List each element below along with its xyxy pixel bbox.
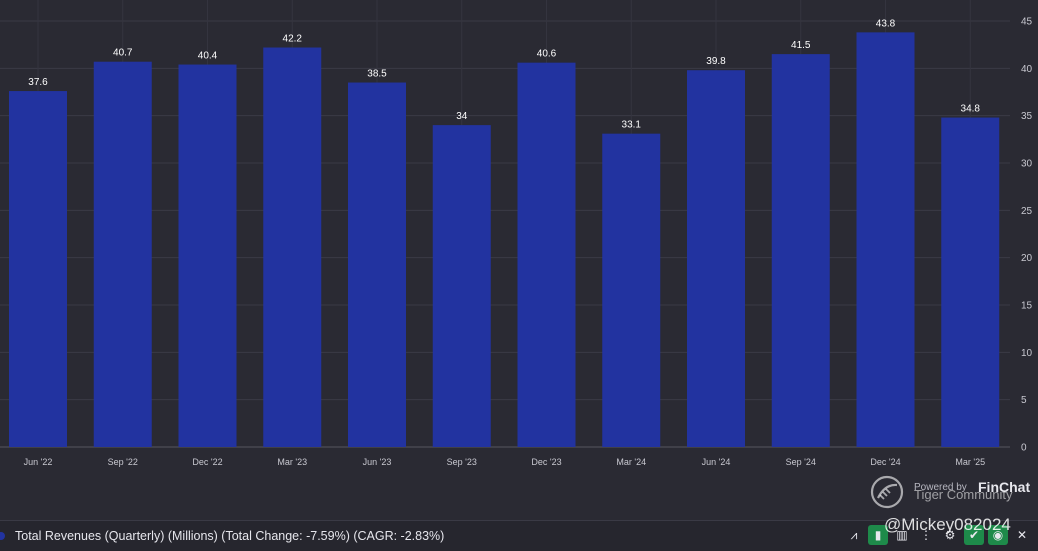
x-tick-label: Mar '23 [277,457,307,467]
bar[interactable] [602,133,661,448]
data-label: 40.7 [113,48,133,59]
close-icon[interactable]: ✕ [1016,528,1028,542]
x-tick-label: Jun '23 [363,457,392,467]
tiger-community-label: Tiger Community [914,487,1013,502]
user-handle-watermark: @Mickey082024 [884,515,1011,534]
data-label: 33.1 [622,120,642,131]
chart-bars [9,32,1000,448]
data-label: 40.4 [198,51,218,62]
y-tick-label: 35 [1021,111,1033,122]
data-label: 40.6 [537,49,557,60]
y-tick-label: 15 [1021,301,1033,312]
y-tick-label: 25 [1021,206,1033,217]
watermark-text: Powered by FinChat Tiger Community [910,475,1038,509]
data-label: 34 [456,111,468,122]
x-tick-label: Dec '22 [192,457,222,467]
bar[interactable] [93,61,152,447]
more-icon[interactable]: ⋮ [920,528,932,542]
powered-by-label: Powered by [914,482,967,493]
data-label: 43.8 [876,18,896,29]
eye-icon[interactable]: ◉ [988,525,1008,545]
y-tick-label: 5 [1021,395,1027,406]
chart-data-labels: 37.6 40.7 40.4 42.2 38.5 34 40.6 33.1 39.8 41.5 43… [28,18,980,130]
data-label: 41.5 [791,40,811,51]
chart-toolbar: ⩘ ▮ ▥ ⋮ ⚙ ✔ ◉ ✕ [844,525,1032,545]
x-axis: Jun '22 Sep '22 Dec '22 Mar '23 Jun '23 Sep '… [24,457,985,467]
x-tick-label: Sep '24 [786,457,816,467]
x-tick-label: Jun '22 [24,457,53,467]
x-tick-label: Jun '24 [702,457,731,467]
x-tick-label: Dec '24 [870,457,900,467]
bar[interactable] [856,32,915,448]
tiger-logo-icon [870,475,904,509]
legend-label: Total Revenues (Quarterly) (Millions) (T… [15,529,445,543]
bar[interactable] [687,70,745,447]
y-tick-label: 20 [1021,253,1033,264]
compare-icon[interactable]: ⩘ [850,527,858,542]
data-label: 42.2 [283,34,303,45]
bar[interactable] [348,82,406,448]
bar[interactable] [771,54,830,448]
bar[interactable] [517,62,576,448]
check-icon[interactable]: ✔ [964,525,984,545]
data-label: 37.6 [28,77,48,88]
data-label: 38.5 [367,69,387,80]
chart-legend-bar: Total Revenues (Quarterly) (Millions) (T… [0,520,1038,551]
chart-type-icon[interactable]: ▥ [896,528,908,542]
bar[interactable] [9,91,67,447]
finchat-brand: FinChat [978,479,1031,495]
x-tick-label: Dec '23 [531,457,561,467]
x-tick-label: Sep '22 [108,457,138,467]
bar[interactable] [263,47,322,448]
y-tick-label: 0 [1021,443,1027,454]
y-tick-label: 10 [1021,348,1033,359]
bar[interactable] [178,64,237,448]
y-tick-label: 40 [1021,64,1033,75]
y-tick-label: 30 [1021,159,1033,170]
revenue-bar-chart: 37.6 40.7 40.4 42.2 38.5 34 40.6 33.1 39.8 41.5 43… [0,0,1033,467]
settings-icon[interactable]: ⚙ [944,528,956,542]
data-label: 34.8 [961,104,981,115]
y-axis: 0 5 10 15 20 25 30 35 40 45 [1021,17,1033,454]
legend-swatch [0,532,5,540]
bar-chart-icon[interactable]: ▮ [868,525,888,545]
bar[interactable] [432,125,491,447]
finchat-watermark: Powered by FinChat Tiger Community [870,474,1038,510]
y-tick-label: 45 [1021,17,1033,28]
x-tick-label: Sep '23 [447,457,477,467]
data-label: 39.8 [706,56,726,67]
bar[interactable] [941,117,1000,447]
x-tick-label: Mar '25 [955,457,985,467]
x-tick-label: Mar '24 [616,457,646,467]
